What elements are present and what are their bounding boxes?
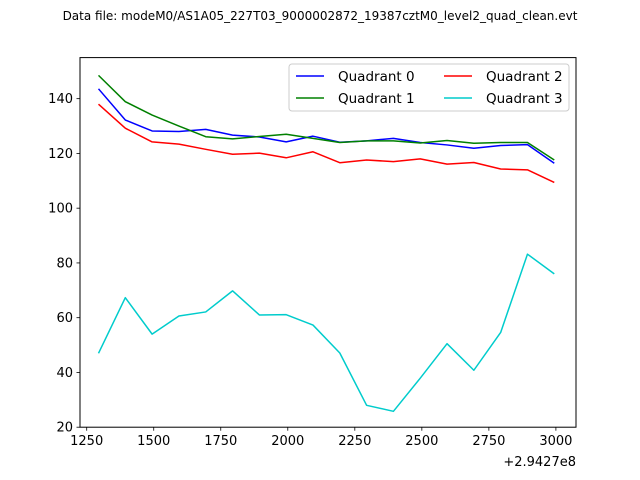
plot-area-frame (79, 57, 577, 428)
x-tick-label: 1500 (137, 434, 170, 449)
y-axis: 20 40 60 80 100 120 140 (48, 92, 80, 436)
y-tick-label: 60 (56, 311, 73, 326)
legend: Quadrant 0 Quadrant 1 Quadrant 2 Quadrant 3 (288, 63, 570, 112)
legend-label-quadrant-0: Quadrant 0 (338, 69, 415, 85)
chart-title: Data file: modeM0/AS1A05_227T03_90000028… (63, 9, 578, 23)
series-line-quadrant-0 (97, 88, 555, 164)
x-tick-label: 2250 (338, 434, 371, 449)
x-axis: 1250 1500 1750 2000 2250 2500 2750 3000 (70, 427, 572, 449)
x-tick-label: 2000 (271, 434, 304, 449)
y-tick-label: 140 (48, 92, 73, 107)
x-tick-label: 1750 (204, 434, 237, 449)
y-tick-label: 20 (56, 421, 73, 436)
series-layer (97, 74, 555, 413)
legend-label-quadrant-3: Quadrant 3 (486, 91, 563, 107)
x-tick-label: 3000 (539, 434, 572, 449)
y-tick-label: 120 (48, 147, 73, 162)
y-tick-label: 80 (56, 256, 73, 271)
series-line-quadrant-3 (97, 253, 555, 413)
y-tick-label: 100 (48, 202, 73, 217)
x-tick-label: 2750 (472, 434, 505, 449)
legend-label-quadrant-2: Quadrant 2 (486, 69, 563, 85)
legend-frame (288, 63, 570, 112)
y-tick-label: 40 (56, 366, 73, 381)
x-tick-label: 2500 (405, 434, 438, 449)
legend-label-quadrant-1: Quadrant 1 (338, 91, 415, 107)
series-line-quadrant-2 (97, 103, 555, 184)
x-tick-label: 1250 (70, 434, 103, 449)
series-line-quadrant-1 (97, 74, 555, 161)
x-axis-offset-label: +2.9427e8 (503, 455, 576, 470)
